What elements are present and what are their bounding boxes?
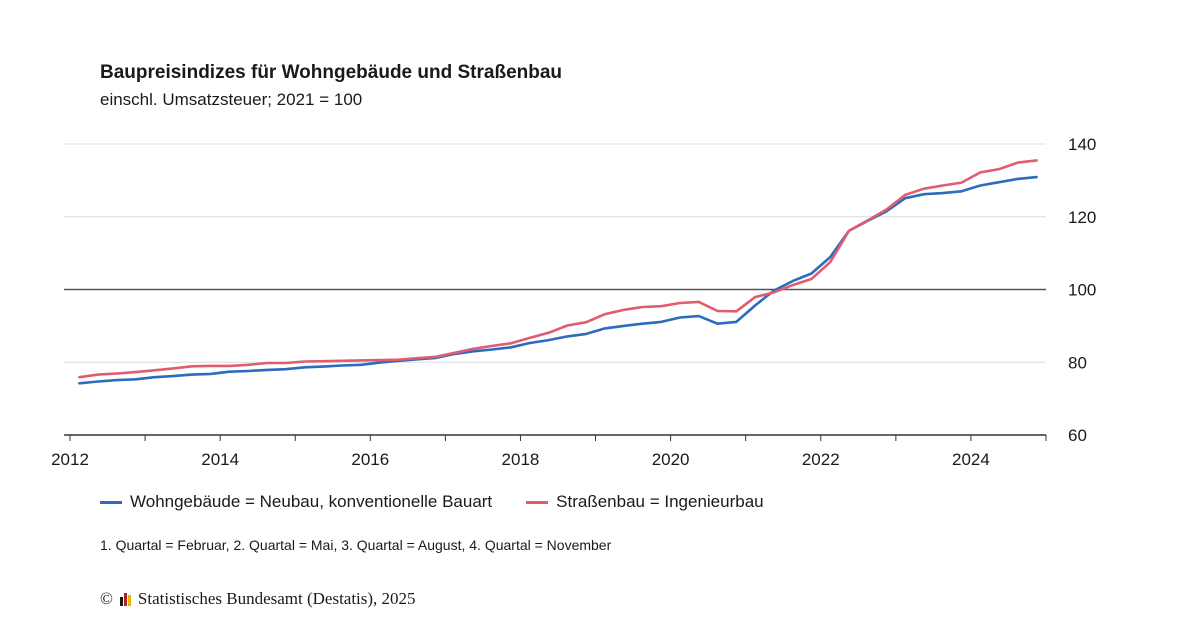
x-tick-label: 2022 [802, 450, 840, 469]
series-line-strassenbau [78, 159, 1038, 379]
chart-legend: Wohngebäude = Neubau, konventionelle Bau… [100, 492, 764, 512]
chart-subtitle: einschl. Umsatzsteuer; 2021 = 100 [100, 90, 363, 109]
credit-text: Statistisches Bundesamt (Destatis), 2025 [137, 589, 416, 608]
legend-label: Wohngebäude = Neubau, konventionelle Bau… [130, 492, 493, 511]
series-line-wohngebaeude [78, 175, 1038, 385]
legend-item-strassenbau[interactable]: Straßenbau = Ingenieurbau [526, 492, 764, 512]
y-tick-label: 100 [1068, 281, 1096, 300]
x-tick-label: 2024 [952, 450, 990, 469]
legend-swatch [526, 500, 549, 504]
y-tick-label: 60 [1068, 426, 1087, 445]
y-tick-label: 120 [1068, 208, 1096, 227]
destatis-logo-icon [119, 592, 131, 606]
y-tick-label: 140 [1068, 135, 1096, 154]
legend-label: Straßenbau = Ingenieurbau [556, 492, 764, 511]
footnote: 1. Quartal = Februar, 2. Quartal = Mai, … [100, 537, 612, 553]
y-tick-label: 80 [1068, 353, 1087, 372]
x-tick-label: 2012 [51, 450, 89, 469]
source-credit: © Statistisches Bundesamt (Destatis), 20… [100, 589, 416, 609]
legend-swatch [100, 500, 122, 504]
x-tick-label: 2014 [201, 450, 239, 469]
copyright-symbol: © [100, 589, 113, 608]
line-chart: 60 80 100 120 140 2012 2014 2016 2018 2020 2022 202… [51, 135, 1096, 469]
x-tick-label: 2018 [502, 450, 540, 469]
x-tick-label: 2016 [351, 450, 389, 469]
legend-item-wohngebaeude[interactable]: Wohngebäude = Neubau, konventionelle Bau… [100, 492, 492, 512]
x-tick-label: 2020 [652, 450, 690, 469]
chart-title: Baupreisindizes für Wohngebäude und Stra… [100, 62, 563, 83]
